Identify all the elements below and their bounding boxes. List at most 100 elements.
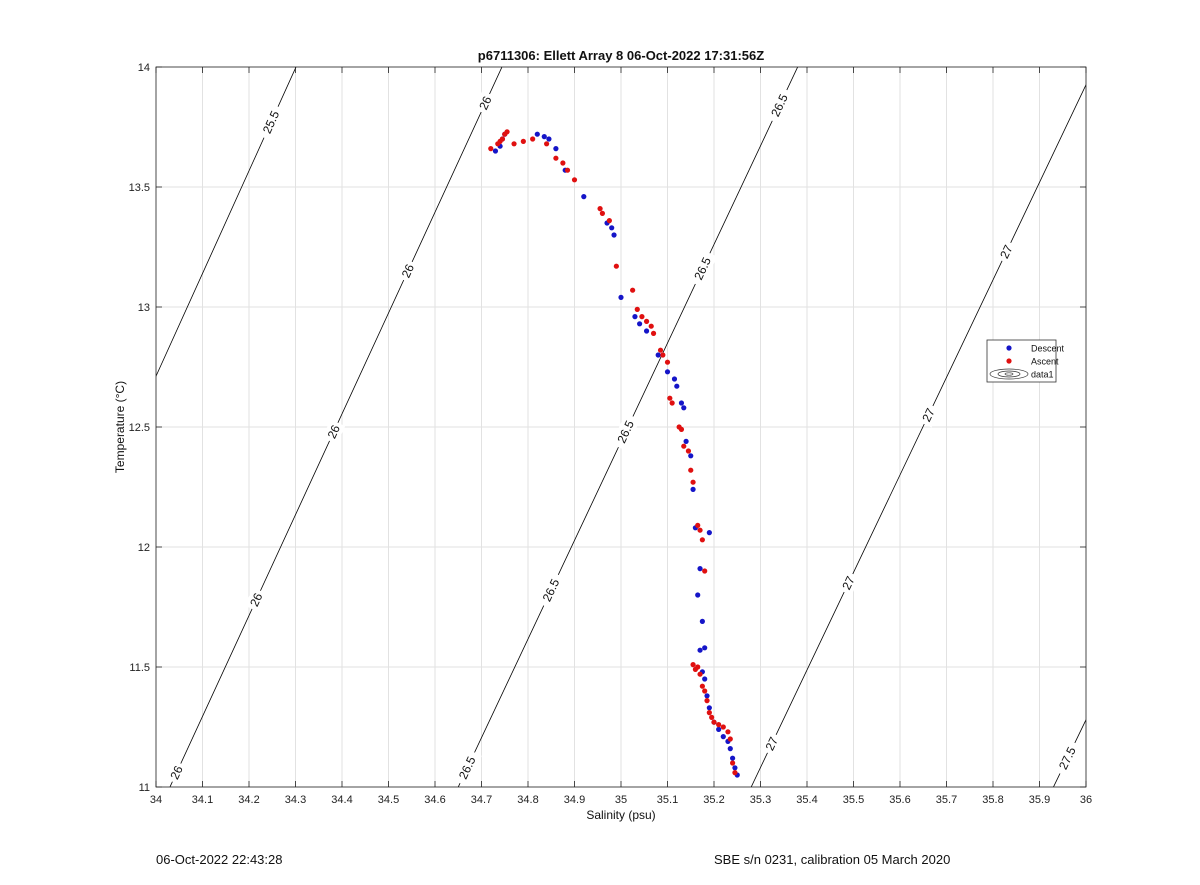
descent-point xyxy=(664,369,671,375)
descent-point xyxy=(697,647,703,653)
ascent-point xyxy=(688,467,694,473)
ascent-point xyxy=(681,443,687,449)
isopycnal-label-bg xyxy=(760,731,784,757)
isopycnal-label-bg xyxy=(165,760,189,786)
isopycnal-label-bg xyxy=(836,570,860,596)
ascent-point xyxy=(699,537,705,543)
descent-point xyxy=(699,618,705,625)
isopycnal-label-bg xyxy=(765,86,795,125)
isopycnal-label-bg xyxy=(396,258,420,284)
ascent-point xyxy=(704,698,710,704)
legend-data1-marker xyxy=(989,368,1029,380)
x-tick-label: 34.9 xyxy=(564,794,585,806)
descent-point xyxy=(730,755,736,761)
isopycnal-label: 27 xyxy=(763,734,782,752)
x-tick-label: 34.1 xyxy=(192,794,213,806)
ascent-point xyxy=(720,724,726,730)
isopycnal-label: 26 xyxy=(476,94,494,112)
x-tick-label: 34.8 xyxy=(517,794,538,806)
isopycnal-label-bg xyxy=(244,587,268,613)
isopycnal-label-bg xyxy=(917,402,941,428)
x-tick-label: 35.3 xyxy=(750,794,771,806)
ascent-point xyxy=(639,314,645,320)
descent-point xyxy=(727,746,733,752)
ascent-point xyxy=(709,714,715,721)
descent-point xyxy=(678,400,685,406)
x-tick-label: 35.9 xyxy=(1029,794,1050,806)
ascent-point xyxy=(695,522,701,529)
x-axis-label: Salinity (psu) xyxy=(586,808,655,822)
isopycnal-label-bg xyxy=(536,571,566,609)
descent-point xyxy=(706,530,712,536)
descent-point xyxy=(671,376,678,382)
ascent-point xyxy=(732,770,738,776)
legend-data1-marker xyxy=(997,370,1021,378)
legend: Descent Ascent data1 xyxy=(986,339,1065,383)
x-tick-label: 34.4 xyxy=(331,794,352,806)
x-tick-label: 34.6 xyxy=(424,794,445,806)
ascent-point xyxy=(730,760,736,766)
ascent-point xyxy=(648,323,654,329)
ascent-point xyxy=(727,736,733,742)
descent-point xyxy=(674,383,680,389)
ascent-point xyxy=(630,287,636,293)
ascent-point xyxy=(711,719,717,725)
legend-descent-label: Descent xyxy=(1031,344,1065,354)
x-tick-label: 35.5 xyxy=(843,794,864,806)
descent-point xyxy=(581,194,587,200)
descent-point xyxy=(706,705,712,711)
ascent-point xyxy=(702,688,708,694)
legend-ascent-label: Ascent xyxy=(1031,357,1059,367)
ascent-point xyxy=(606,218,612,224)
legend-data1-marker xyxy=(1004,372,1014,376)
x-axis-ticks: 34 34.1 34.2 34.3 34.4 34.5 34.6 34.7 34.8 34.9 35… xyxy=(150,67,1092,806)
ascent-point xyxy=(706,710,712,716)
descent-point xyxy=(546,136,552,142)
ascent-point xyxy=(643,318,650,324)
ascent-point xyxy=(690,479,696,485)
y-tick-label: 13.5 xyxy=(129,182,150,194)
descent-point xyxy=(553,146,559,152)
descent-point xyxy=(695,592,701,598)
descent-point xyxy=(618,294,624,300)
descent-point xyxy=(704,693,710,699)
descent-point xyxy=(702,676,708,682)
ascent-point xyxy=(657,347,664,353)
x-tick-label: 35.8 xyxy=(982,794,1003,806)
descent-point xyxy=(720,734,726,740)
y-tick-label: 14 xyxy=(138,62,150,74)
x-tick-label: 35.1 xyxy=(657,794,678,806)
descent-point xyxy=(492,148,499,154)
x-tick-label: 35.7 xyxy=(936,794,957,806)
descent-point xyxy=(609,225,615,231)
descent-point xyxy=(732,765,738,771)
chart-title: p6711306: Ellett Array 8 06-Oct-2022 17:… xyxy=(478,48,764,63)
isopycnal-label-bg xyxy=(1052,739,1083,777)
ascent-point xyxy=(530,136,536,142)
x-tick-label: 35.6 xyxy=(889,794,910,806)
y-tick-label: 11.5 xyxy=(129,662,150,674)
ascent-point xyxy=(499,136,506,142)
descent-point xyxy=(716,726,722,733)
descent-point xyxy=(681,405,687,411)
ascent-point xyxy=(599,210,606,216)
y-tick-label: 12.5 xyxy=(129,422,150,434)
x-tick-label: 34.2 xyxy=(238,794,259,806)
ascent-point xyxy=(564,167,571,173)
ascent-point xyxy=(725,729,731,735)
descent-point xyxy=(637,321,643,327)
descent-point xyxy=(690,486,696,492)
legend-descent-marker xyxy=(1006,345,1012,351)
ascent-point xyxy=(699,683,705,689)
isopycnal-label-bg xyxy=(994,239,1018,265)
ascent-point xyxy=(511,141,517,147)
x-tick-label: 34.5 xyxy=(378,794,399,806)
ascent-point xyxy=(669,400,675,406)
ascent-point xyxy=(634,306,640,312)
legend-ascent-marker xyxy=(1006,358,1012,364)
isopycnal-label: 26 xyxy=(399,262,417,280)
x-tick-label: 34.3 xyxy=(285,794,306,806)
footer-timestamp: 06-Oct-2022 22:43:28 xyxy=(156,852,283,867)
descent-point xyxy=(688,453,694,459)
